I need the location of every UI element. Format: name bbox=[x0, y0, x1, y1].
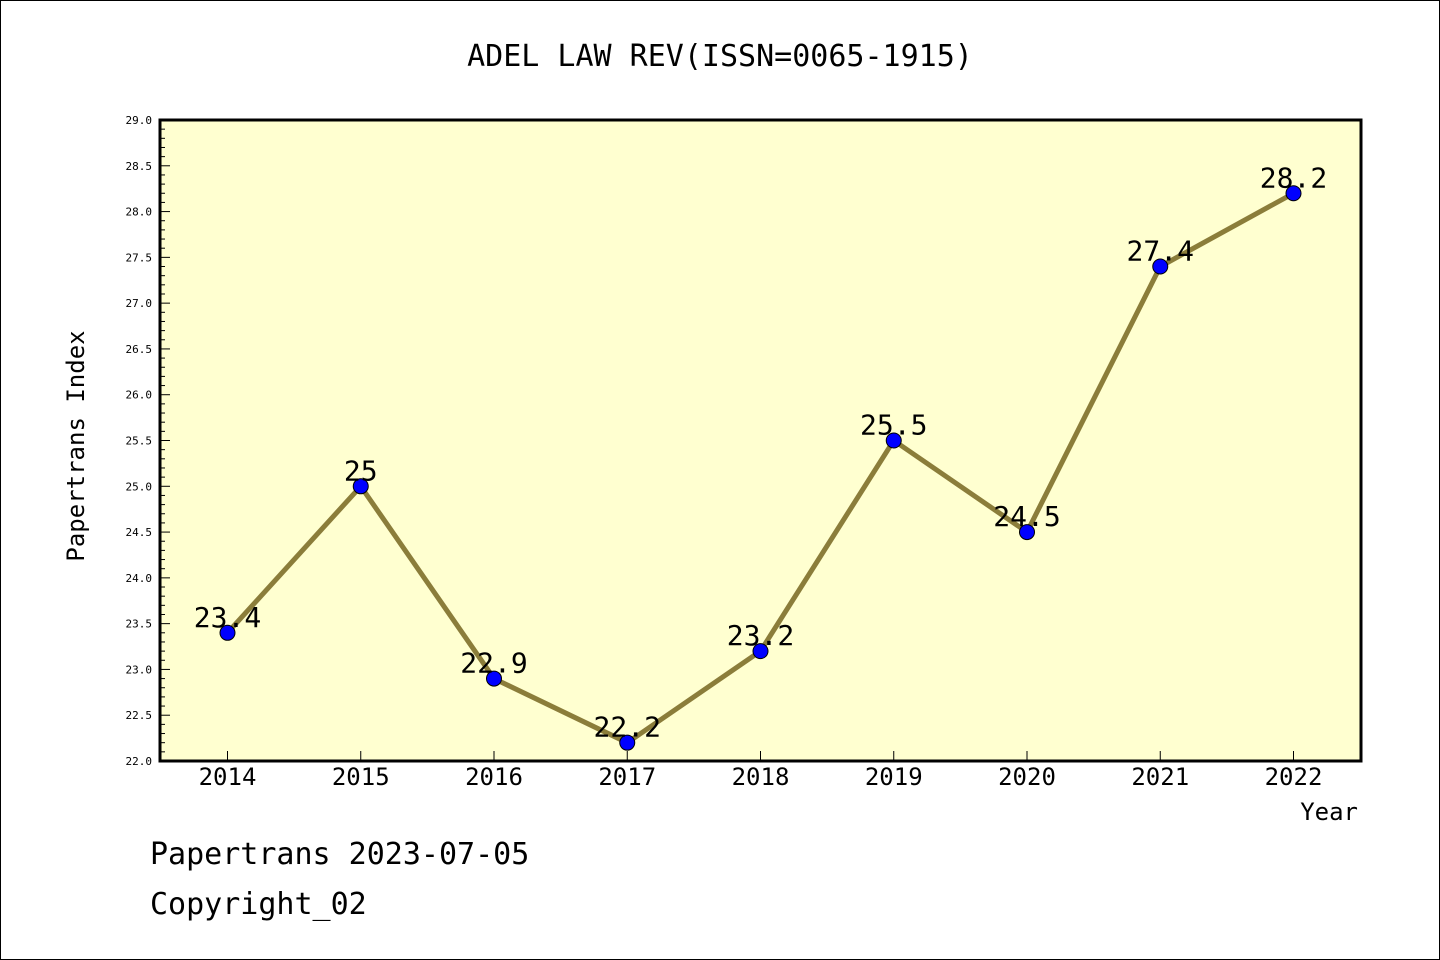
y-tick-label: 27.5 bbox=[126, 251, 153, 264]
y-tick-label: 27.0 bbox=[126, 297, 153, 310]
chart-title: ADEL LAW REV(ISSN=0065-1915) bbox=[467, 39, 973, 74]
y-tick-label: 23.0 bbox=[126, 663, 153, 676]
data-point-marker bbox=[752, 643, 769, 660]
x-tick-label: 2017 bbox=[598, 763, 656, 791]
data-point-label: 22.2 bbox=[594, 711, 661, 744]
y-tick-label: 26.5 bbox=[126, 343, 153, 356]
y-tick-label: 26.0 bbox=[126, 389, 153, 402]
data-point-marker bbox=[219, 624, 236, 641]
footer-date-line: Papertrans 2023-07-05 bbox=[150, 837, 529, 872]
x-tick-label: 2019 bbox=[865, 763, 923, 791]
data-point-label: 28.2 bbox=[1260, 161, 1327, 194]
y-tick-label: 28.0 bbox=[126, 206, 153, 219]
y-tick-label: 25.0 bbox=[126, 480, 153, 493]
x-tick-label: 2016 bbox=[465, 763, 523, 791]
data-point-label: 22.9 bbox=[460, 647, 527, 680]
x-tick-label: 2015 bbox=[332, 763, 390, 791]
y-tick-label: 24.5 bbox=[126, 526, 153, 539]
y-axis: 22.0 22.5 23.0 23.5 24.0 24.5 25.0 25.5 26.0 26.5… bbox=[126, 114, 170, 768]
y-tick-label: 23.5 bbox=[126, 618, 153, 631]
data-point-marker bbox=[1019, 524, 1035, 541]
x-axis: 2014 2015 2016 2017 2018 2019 2020 2021 2022 bbox=[199, 751, 1323, 791]
y-tick-label: 22.0 bbox=[126, 755, 153, 768]
y-tick-label: 29.0 bbox=[126, 114, 153, 127]
x-tick-label: 2020 bbox=[998, 763, 1056, 791]
data-point-marker bbox=[1152, 258, 1169, 275]
data-point-label: 25 bbox=[344, 454, 378, 487]
x-tick-label: 2018 bbox=[732, 763, 790, 791]
y-tick-label: 25.5 bbox=[126, 435, 153, 448]
data-point-marker bbox=[486, 670, 502, 687]
data-point-marker bbox=[1285, 185, 1302, 202]
y-tick-label: 22.5 bbox=[126, 709, 153, 722]
data-point-label: 27.4 bbox=[1127, 235, 1194, 268]
data-point-marker bbox=[352, 478, 369, 495]
data-point-marker bbox=[885, 432, 902, 449]
y-axis-label: Papertrans Index bbox=[62, 330, 90, 561]
footer-copyright-line: Copyright_02 bbox=[150, 887, 367, 922]
y-tick-label: 24.0 bbox=[126, 572, 153, 585]
data-point-label: 23.4 bbox=[194, 601, 261, 634]
plot-area bbox=[158, 118, 1363, 763]
data-point-label: 23.2 bbox=[727, 619, 794, 652]
markers-group bbox=[219, 185, 1302, 751]
x-tick-label: 2022 bbox=[1265, 763, 1323, 791]
data-labels-group: 23.4 25 22.9 22.2 23.2 25.5 24.5 27.4 28.2 bbox=[194, 161, 1327, 743]
data-point-label: 25.5 bbox=[860, 409, 927, 442]
y-tick-label: 28.5 bbox=[126, 160, 153, 173]
data-point-marker bbox=[619, 734, 636, 751]
x-tick-label: 2014 bbox=[199, 763, 257, 791]
x-tick-label: 2021 bbox=[1131, 763, 1189, 791]
x-axis-label: Year bbox=[1300, 798, 1358, 826]
data-point-label: 24.5 bbox=[993, 500, 1060, 533]
